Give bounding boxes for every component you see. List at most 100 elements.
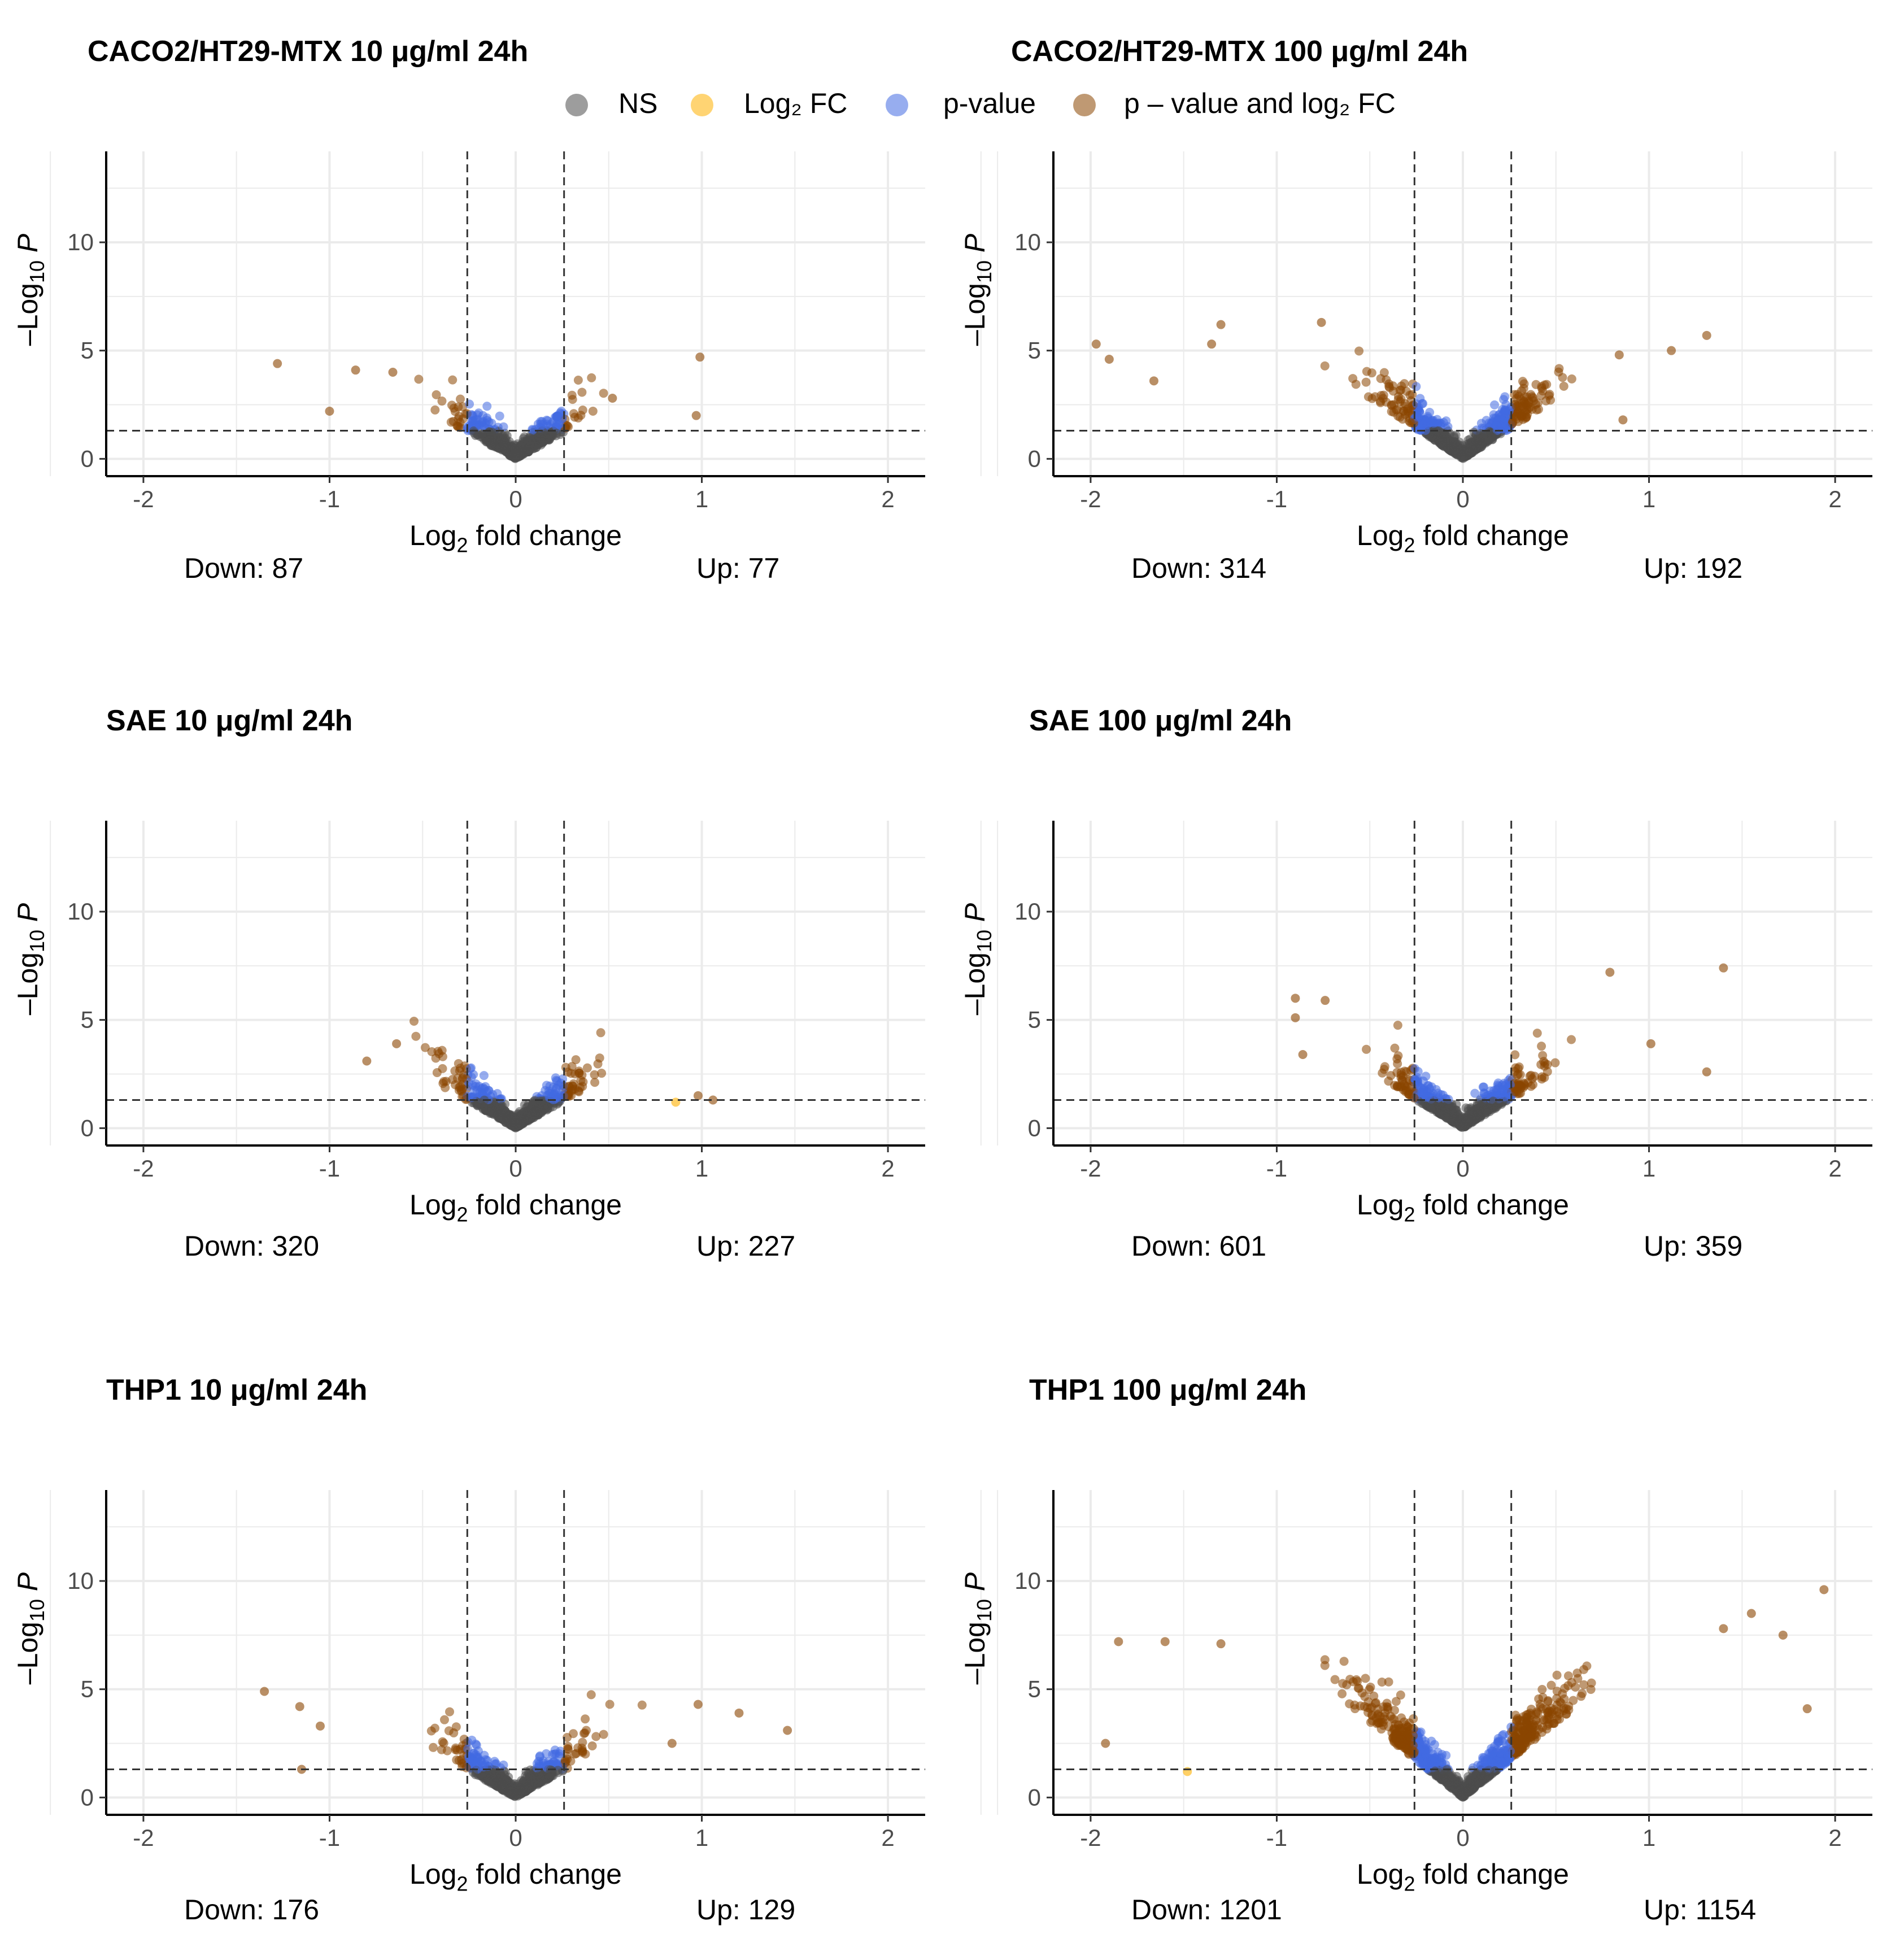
y-axis-title-text: –Log10 P: [959, 903, 996, 1015]
x-tick-label: -1: [319, 1824, 340, 1851]
data-point: [597, 1069, 607, 1078]
y-tick-label: 10: [67, 229, 94, 255]
data-point-outlier: [1291, 994, 1300, 1003]
data-point: [437, 397, 447, 406]
data-point-outlier: [325, 407, 334, 416]
data-point: [1550, 1705, 1559, 1714]
up-count: Up: 1154: [1644, 1894, 1756, 1926]
y-tick-label: 5: [81, 337, 94, 364]
data-point-outlier: [691, 411, 701, 420]
x-axis-title: Log2 fold change: [1357, 1858, 1569, 1896]
data-point: [637, 1700, 647, 1710]
data-point: [1443, 422, 1453, 432]
data-point: [457, 1087, 467, 1096]
data-point: [569, 409, 578, 419]
data-point: [1348, 374, 1358, 384]
data-point: [490, 1759, 500, 1769]
data-point: [1464, 447, 1474, 457]
y-tick-label: 5: [1028, 1007, 1041, 1033]
x-axis-title: Log2 fold change: [409, 1189, 622, 1226]
data-point-outlier: [1321, 996, 1330, 1005]
data-point: [522, 1773, 531, 1783]
up-count: Up: 192: [1644, 552, 1742, 584]
data-point: [1567, 374, 1576, 384]
data-points: [1091, 317, 1711, 463]
data-point-outlier: [693, 1700, 703, 1709]
y-tick-label: 0: [1028, 445, 1041, 472]
x-tick-label: 1: [695, 486, 708, 512]
data-point: [420, 1043, 430, 1052]
data-point: [574, 1087, 584, 1097]
panel-title: SAE 100 μg/ml 24h: [1029, 704, 1292, 737]
y-axis-title-text: –Log10 P: [12, 233, 49, 346]
data-point-outlier: [1216, 1639, 1226, 1649]
data-point: [1389, 400, 1398, 410]
data-point-outlier: [1702, 1067, 1711, 1077]
data-point: [1409, 1714, 1418, 1723]
data-point: [1350, 1700, 1360, 1710]
data-point: [1511, 1739, 1521, 1748]
data-point: [1422, 1759, 1431, 1769]
data-point: [1493, 416, 1503, 425]
panel-title: CACO2/HT29-MTX 100 μg/ml 24h: [1011, 35, 1468, 68]
data-point: [531, 1110, 541, 1120]
data-point: [1542, 1724, 1552, 1734]
data-point: [1563, 1671, 1573, 1681]
data-point: [576, 411, 586, 420]
x-tick-label: 0: [1456, 1824, 1469, 1851]
down-count: Down: 87: [184, 552, 303, 584]
data-point: [1389, 1714, 1398, 1724]
legend-key-both: [1073, 94, 1096, 116]
data-point: [1512, 402, 1522, 411]
data-point: [591, 1732, 601, 1741]
legend-key-log2fc: [691, 94, 713, 116]
y-tick-label: 10: [67, 1567, 94, 1594]
data-point: [427, 1047, 437, 1056]
data-point: [1511, 411, 1521, 421]
legend-key-ns: [565, 94, 588, 116]
data-point: [1320, 1655, 1330, 1665]
data-point: [1499, 395, 1509, 404]
data-point: [430, 405, 440, 415]
x-tick-label: 1: [1642, 1824, 1655, 1851]
x-tick-label: -1: [1266, 486, 1287, 512]
data-point: [1415, 394, 1425, 403]
data-point: [577, 387, 587, 397]
data-point: [482, 402, 492, 411]
data-points: [362, 1016, 718, 1132]
data-point-outlier: [315, 1721, 325, 1731]
data-point: [1527, 1074, 1537, 1083]
data-point-outlier: [1778, 1630, 1788, 1640]
data-point: [525, 433, 535, 442]
data-point-outlier: [1091, 339, 1101, 349]
data-point: [453, 422, 463, 432]
panel-title: THP1 10 μg/ml 24h: [106, 1374, 367, 1406]
data-point: [593, 1059, 603, 1069]
data-point-outlier: [1207, 339, 1217, 349]
data-point: [1354, 346, 1364, 356]
data-point: [430, 1723, 439, 1733]
data-point: [445, 1707, 455, 1717]
data-point: [1558, 373, 1567, 382]
y-tick-label: 0: [1028, 1114, 1041, 1141]
data-point: [1393, 392, 1403, 402]
data-point: [1492, 1745, 1502, 1755]
data-point: [1453, 1109, 1462, 1118]
x-tick-label: -2: [1080, 1824, 1101, 1851]
data-point-outlier: [1291, 1013, 1300, 1022]
data-point: [432, 390, 441, 399]
data-point: [1478, 1753, 1488, 1762]
data-point: [1396, 1690, 1405, 1700]
legend-label-log2fc: Log₂ FC: [744, 88, 847, 119]
data-point: [499, 1116, 508, 1125]
x-tick-label: 1: [1642, 1155, 1655, 1182]
data-point: [1521, 1725, 1531, 1735]
data-point: [534, 1103, 544, 1112]
data-point: [1532, 1707, 1541, 1717]
data-point: [1413, 412, 1423, 422]
data-point: [590, 1078, 600, 1087]
x-axis-title: Log2 fold change: [409, 520, 622, 557]
data-point: [524, 1783, 534, 1792]
down-count: Down: 320: [184, 1230, 319, 1262]
